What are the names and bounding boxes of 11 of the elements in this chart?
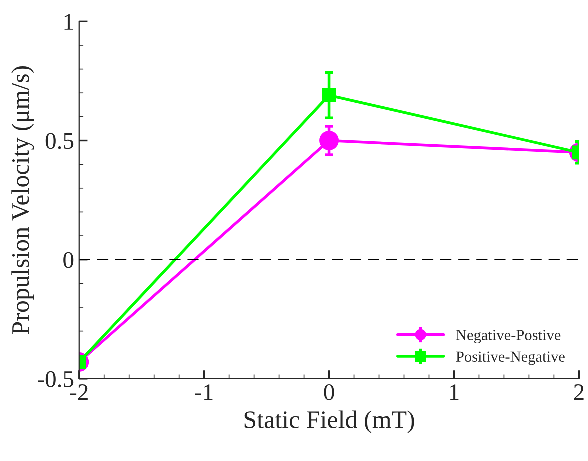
legend-label: Positive-Negative bbox=[456, 352, 565, 366]
y-tick-label: 0 bbox=[64, 252, 74, 268]
legend-label: Negative-Postive bbox=[456, 330, 561, 344]
y-axis-title: Propulsion Velocity (μm/s) bbox=[12, 66, 34, 335]
x-tick-label: -1 bbox=[195, 384, 213, 400]
x-tick-label: 0 bbox=[324, 384, 334, 400]
x-tick-label: 1 bbox=[450, 384, 459, 400]
x-axis-title: Static Field (mT) bbox=[244, 410, 414, 434]
y-tick-label: 1 bbox=[64, 14, 74, 30]
x-tick-label: 2 bbox=[574, 384, 584, 400]
y-tick-label: 0.5 bbox=[46, 133, 74, 150]
